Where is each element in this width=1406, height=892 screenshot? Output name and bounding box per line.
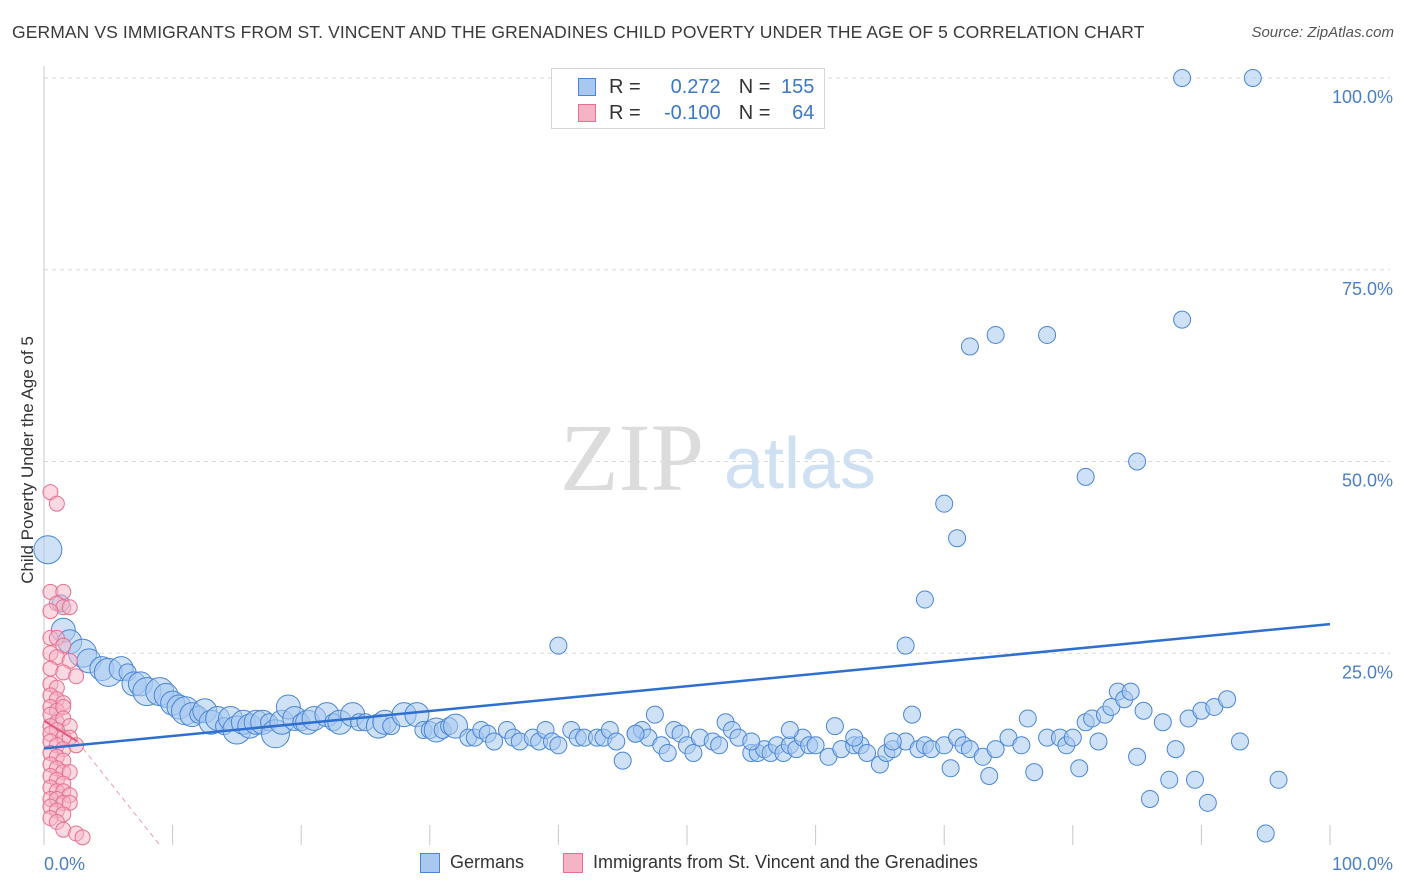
german-point	[806, 736, 825, 755]
german-point	[986, 740, 1005, 759]
legend-r-label: R =	[609, 75, 641, 98]
svg-trend-line-dashed	[77, 741, 161, 846]
german-point	[858, 743, 877, 762]
german-point	[645, 705, 664, 724]
german-point	[1166, 740, 1185, 759]
german-point	[1076, 467, 1095, 486]
legend-label-svg-immigrants: Immigrants from St. Vincent and the Gren…	[593, 852, 978, 872]
x-tick-label: 100.0%	[1332, 854, 1393, 874]
legend-n-value: 155	[781, 75, 815, 98]
legend-n-value: 64	[792, 101, 815, 124]
german-point	[626, 724, 645, 743]
german-point	[883, 732, 902, 751]
chart-title: GERMAN VS IMMIGRANTS FROM ST. VINCENT AN…	[12, 22, 1145, 42]
y-tick-label: 100.0%	[1332, 87, 1393, 107]
legend-swatch-germans	[420, 852, 440, 873]
legend-item-svg-immigrants: Immigrants from St. Vincent and the Gren…	[563, 852, 978, 873]
svg-immigrant-point	[42, 603, 59, 620]
german-point	[1173, 69, 1192, 87]
german-point	[658, 743, 677, 762]
german-point	[941, 759, 960, 778]
german-point	[742, 732, 761, 751]
legend-swatch-germans	[578, 78, 596, 96]
y-tick-label: 50.0%	[1342, 471, 1393, 491]
german-point	[1140, 789, 1159, 808]
watermark-zip: ZIP	[560, 404, 704, 511]
german-point	[684, 743, 703, 762]
x-tick-label: 0.0%	[44, 854, 85, 874]
svg-immigrant-point	[74, 829, 91, 846]
german-point	[1153, 713, 1172, 732]
legend-swatch-svg-immigrants	[563, 852, 583, 873]
german-point	[1089, 732, 1108, 751]
german-point	[960, 337, 979, 356]
legend-swatch-svg-immigrants	[578, 104, 596, 122]
german-point	[896, 636, 915, 655]
german-point	[980, 766, 999, 785]
legend-n-label: N =	[738, 75, 771, 98]
legend-row-germans: R = 0.272 N = 155	[552, 74, 814, 100]
german-point	[710, 736, 729, 755]
german-point	[1185, 770, 1204, 789]
trend-lines	[43, 622, 1331, 846]
legend-label-germans: Germans	[450, 852, 525, 872]
german-point	[1173, 310, 1192, 329]
german-point	[915, 590, 934, 609]
german-point	[1218, 690, 1237, 709]
svg-immigrant-points	[42, 484, 91, 846]
german-point	[607, 732, 626, 751]
legend-r-value: 0.272	[670, 75, 721, 98]
german-point	[1063, 728, 1082, 747]
german-point	[780, 720, 799, 739]
german-point	[485, 732, 504, 751]
german-point	[986, 325, 1005, 344]
svg-trend-line-solid	[43, 719, 78, 743]
german-point	[549, 636, 568, 655]
legend-row-svg-immigrants: R = -0.100 N = 64	[552, 100, 814, 126]
german-point	[935, 494, 954, 513]
gridlines	[44, 77, 1390, 654]
german-point	[845, 728, 864, 747]
correlation-legend: R = 0.272 N = 155 R = -0.100 N = 64	[551, 68, 825, 129]
german-point	[1121, 682, 1140, 701]
german-point	[1018, 709, 1037, 728]
german-point	[549, 736, 568, 755]
german-point	[948, 529, 967, 548]
german-point	[33, 535, 63, 565]
german-trend-line	[43, 622, 1331, 750]
source-label: Source: ZipAtlas.com	[1251, 24, 1394, 41]
german-point	[1128, 747, 1147, 766]
y-tick-label: 25.0%	[1342, 662, 1393, 682]
german-point	[1230, 732, 1249, 751]
german-point	[1256, 824, 1275, 843]
y-tick-label: 75.0%	[1342, 279, 1393, 299]
german-point	[1134, 701, 1153, 720]
svg-immigrant-point	[61, 599, 78, 616]
german-point	[1243, 69, 1262, 87]
german-point	[1012, 736, 1031, 755]
legend-n-label: N =	[738, 101, 771, 124]
german-point	[613, 751, 632, 770]
tick-labels: 100.0% 75.0% 50.0% 25.0% 0.0% 100.0%	[44, 87, 1393, 874]
german-point	[825, 717, 844, 736]
svg-immigrant-point	[68, 668, 85, 685]
legend-r-value: -0.100	[663, 101, 721, 124]
german-point	[1160, 770, 1179, 789]
german-point	[903, 705, 922, 724]
legend-r-label: R =	[609, 101, 641, 124]
legend-item-germans: Germans	[420, 852, 524, 873]
german-point	[1128, 452, 1147, 471]
german-point	[1025, 763, 1044, 782]
german-point	[1070, 759, 1089, 778]
german-point	[1038, 325, 1057, 344]
german-point	[1269, 770, 1288, 789]
watermark-atlas: atlas	[724, 424, 876, 504]
german-point	[1198, 793, 1217, 812]
series-legend: Germans Immigrants from St. Vincent and …	[0, 852, 1406, 878]
svg-immigrant-point	[48, 495, 65, 512]
